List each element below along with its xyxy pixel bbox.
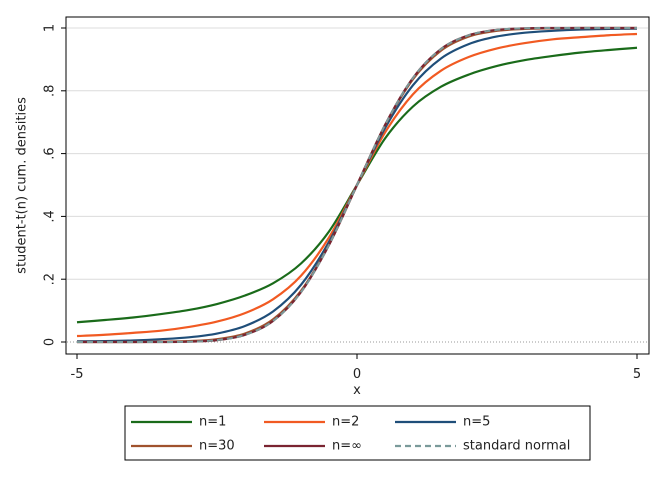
series-lines (76, 26, 638, 344)
legend-label-0: n=1 (199, 415, 226, 430)
y-axis-title: student-t(n) cum. densities (15, 97, 30, 274)
y-tick-label: .4 (43, 210, 58, 222)
legend-label-2: n=5 (463, 415, 490, 430)
legend-label-1: n=2 (332, 415, 359, 430)
x-tick-label: 5 (633, 367, 641, 382)
legend-label-3: n=30 (199, 439, 235, 454)
y-tick-label: .6 (43, 147, 58, 159)
axes (61, 27, 638, 359)
x-tick-label: 0 (353, 367, 361, 382)
legend-label-4: n=∞ (332, 439, 362, 454)
tick-labels: -5 0 5 0 .2 .4 .6 .8 1 (43, 24, 642, 382)
legend-label-5: standard normal (463, 439, 570, 454)
y-tick-label: 1 (43, 24, 58, 32)
y-tick-label: .8 (43, 85, 58, 97)
y-tick-label: .2 (43, 273, 58, 285)
legend-box (124, 405, 591, 461)
y-tick-label: 0 (43, 338, 58, 346)
x-axis-title: x (353, 383, 361, 398)
x-tick-label: -5 (71, 367, 84, 382)
legend: n=1 n=2 n=5 n=30 n=∞ standard normal (124, 405, 591, 461)
series-line-5 (76, 26, 637, 344)
